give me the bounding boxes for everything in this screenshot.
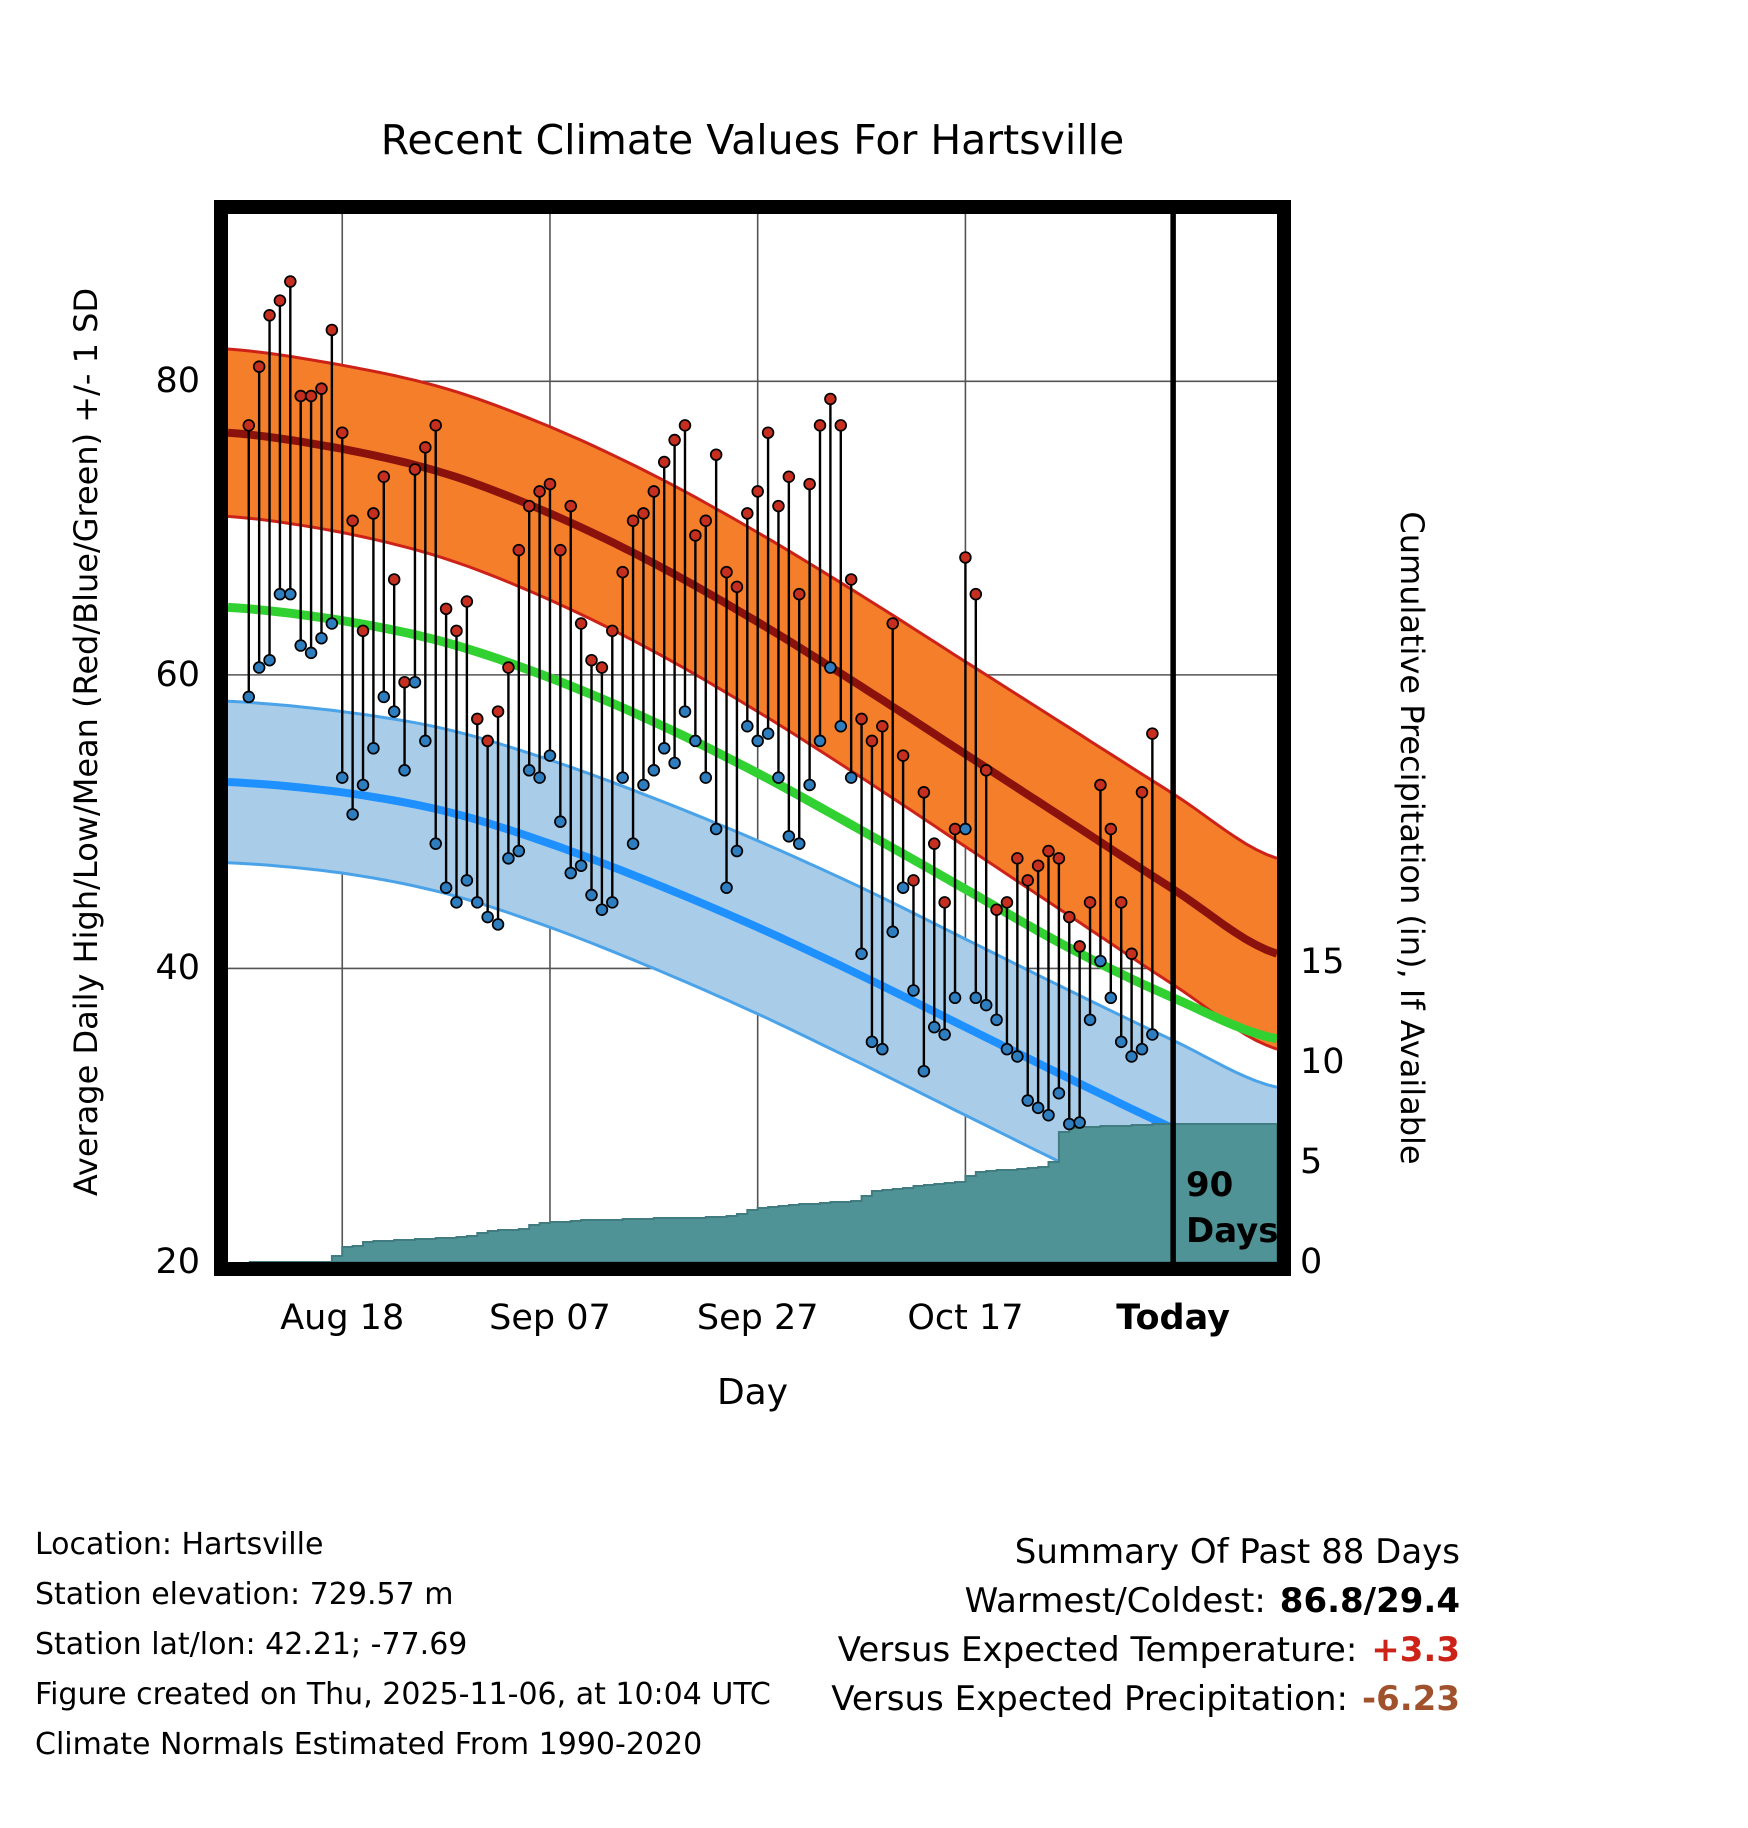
summary-value: 86.8/29.4	[1279, 1581, 1460, 1621]
y-tick-precip: 10	[1300, 1042, 1345, 1082]
summary-row-precip: Versus Expected Precipitation: -6.23	[560, 1675, 1460, 1724]
y-tick-temp: 60	[155, 654, 200, 695]
summary-title: Summary Of Past 88 Days	[1014, 1532, 1460, 1572]
ninety-days-line2: Days	[1186, 1211, 1279, 1251]
station-info: Location: Hartsville Station elevation: …	[35, 1520, 771, 1770]
x-axis-label: Day	[716, 1372, 789, 1413]
station-elevation: Station elevation: 729.57 m	[35, 1577, 454, 1612]
y-tick-temp: 40	[155, 948, 200, 989]
summary-label: Versus Expected Temperature:	[837, 1630, 1358, 1670]
x-tick-aug-18: Aug 18	[280, 1298, 405, 1338]
figure-created: Figure created on Thu, 2025-11-06, at 10…	[35, 1677, 771, 1712]
x-tick-sep-27: Sep 27	[696, 1298, 819, 1338]
ninety-days-line1: 90	[1186, 1165, 1234, 1205]
chart-title: Recent Climate Values For Hartsville	[380, 116, 1125, 164]
summary-row-temp: Versus Expected Temperature: +3.3	[560, 1626, 1460, 1675]
x-tick-oct-17: Oct 17	[907, 1298, 1024, 1338]
summary-value: +3.3	[1371, 1630, 1460, 1670]
summary-value: -6.23	[1362, 1679, 1460, 1719]
x-tick-sep-07: Sep 07	[489, 1298, 611, 1338]
summary-block: Summary Of Past 88 Days Warmest/Coldest:…	[560, 1528, 1460, 1724]
summary-label: Versus Expected Precipitation:	[831, 1679, 1348, 1719]
normals-source: Climate Normals Estimated From 1990-2020	[35, 1727, 703, 1762]
y-tick-precip: 15	[1300, 942, 1345, 982]
y-tick-temp: 80	[155, 361, 200, 402]
left-axis-label: Average Daily High/Low/Mean (Red/Blue/Gr…	[67, 287, 105, 1197]
summary-row-warmest: Warmest/Coldest: 86.8/29.4	[560, 1577, 1460, 1626]
station-location: Location: Hartsville	[35, 1527, 324, 1562]
x-tick-today: Today	[1116, 1298, 1230, 1338]
station-latlon: Station lat/lon: 42.21; -77.69	[35, 1627, 468, 1662]
ninety-days-label: 90 Days	[1186, 1162, 1279, 1254]
y-tick-temp: 20	[155, 1242, 200, 1282]
summary-label: Warmest/Coldest:	[964, 1581, 1266, 1621]
y-tick-precip: 5	[1300, 1142, 1323, 1182]
y-tick-precip: 0	[1300, 1242, 1323, 1282]
